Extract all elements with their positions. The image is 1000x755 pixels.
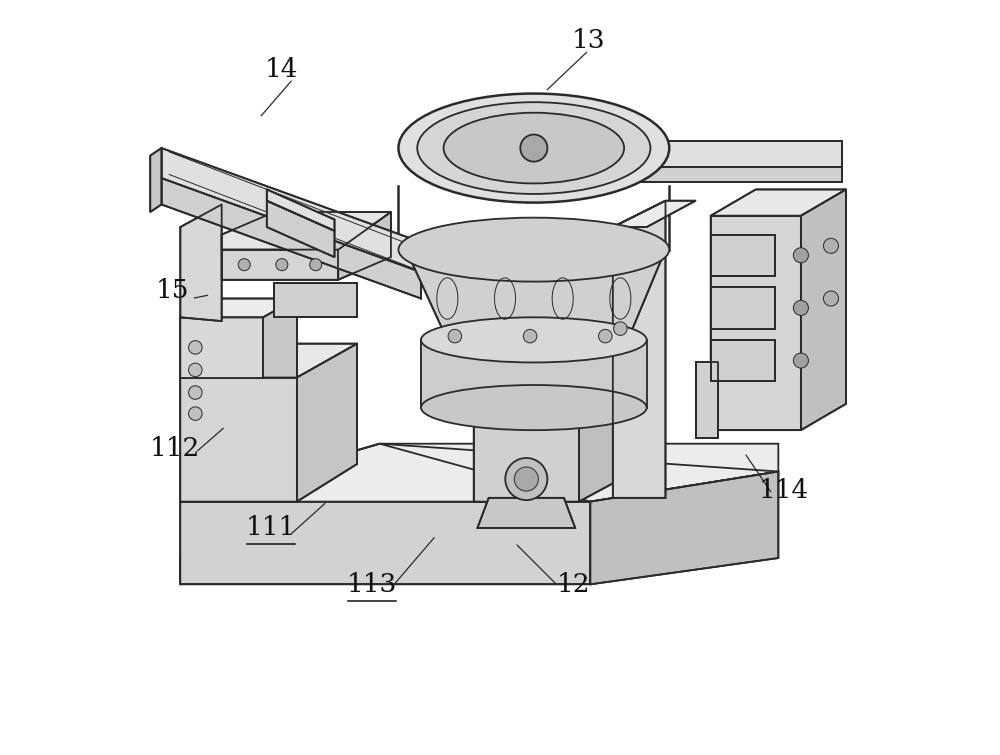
Circle shape <box>448 329 462 343</box>
Ellipse shape <box>398 94 669 202</box>
Ellipse shape <box>444 112 624 183</box>
Text: 113: 113 <box>347 572 397 597</box>
Text: 13: 13 <box>572 28 606 53</box>
Polygon shape <box>180 378 297 501</box>
Circle shape <box>793 353 808 368</box>
Polygon shape <box>180 501 590 584</box>
Ellipse shape <box>417 102 650 194</box>
Polygon shape <box>605 140 842 167</box>
Polygon shape <box>477 498 575 528</box>
Polygon shape <box>605 167 842 182</box>
Polygon shape <box>338 212 391 279</box>
Circle shape <box>514 467 538 491</box>
Circle shape <box>189 407 202 421</box>
Polygon shape <box>267 201 335 257</box>
Polygon shape <box>180 298 297 317</box>
Circle shape <box>523 329 537 343</box>
Circle shape <box>520 134 547 162</box>
Circle shape <box>189 363 202 377</box>
Ellipse shape <box>404 220 664 279</box>
Circle shape <box>189 386 202 399</box>
Polygon shape <box>711 235 775 276</box>
Polygon shape <box>162 178 421 298</box>
Polygon shape <box>613 201 696 227</box>
Circle shape <box>823 239 838 254</box>
Circle shape <box>276 259 288 271</box>
Polygon shape <box>474 408 579 501</box>
Polygon shape <box>711 287 775 328</box>
Circle shape <box>238 259 250 271</box>
Polygon shape <box>162 148 421 273</box>
Circle shape <box>310 259 322 271</box>
Text: 14: 14 <box>265 57 299 82</box>
Text: 114: 114 <box>759 478 809 503</box>
Polygon shape <box>613 201 665 498</box>
Ellipse shape <box>398 217 669 282</box>
Polygon shape <box>180 205 222 321</box>
Polygon shape <box>590 472 778 584</box>
Polygon shape <box>180 444 778 501</box>
Circle shape <box>505 458 547 500</box>
Circle shape <box>793 248 808 263</box>
Text: 15: 15 <box>156 279 190 304</box>
Polygon shape <box>590 472 778 558</box>
Polygon shape <box>180 558 590 584</box>
Polygon shape <box>696 362 718 438</box>
Text: 111: 111 <box>245 516 296 541</box>
Circle shape <box>189 341 202 354</box>
Polygon shape <box>180 317 263 378</box>
Polygon shape <box>150 148 162 212</box>
Polygon shape <box>711 216 801 430</box>
Circle shape <box>823 291 838 306</box>
Text: 112: 112 <box>150 436 200 461</box>
Polygon shape <box>222 250 338 279</box>
Polygon shape <box>474 381 628 408</box>
Polygon shape <box>297 344 357 501</box>
Polygon shape <box>711 340 775 381</box>
Ellipse shape <box>421 385 647 430</box>
Polygon shape <box>579 381 628 501</box>
Polygon shape <box>267 190 335 231</box>
Polygon shape <box>263 298 297 378</box>
Polygon shape <box>180 344 357 378</box>
Polygon shape <box>274 283 357 317</box>
Polygon shape <box>406 250 665 340</box>
Ellipse shape <box>421 317 647 362</box>
Circle shape <box>614 322 627 335</box>
Circle shape <box>793 300 808 316</box>
Polygon shape <box>801 190 846 430</box>
Text: 12: 12 <box>557 572 591 597</box>
Circle shape <box>599 329 612 343</box>
Polygon shape <box>711 190 846 216</box>
Polygon shape <box>222 212 391 250</box>
Polygon shape <box>421 340 647 408</box>
